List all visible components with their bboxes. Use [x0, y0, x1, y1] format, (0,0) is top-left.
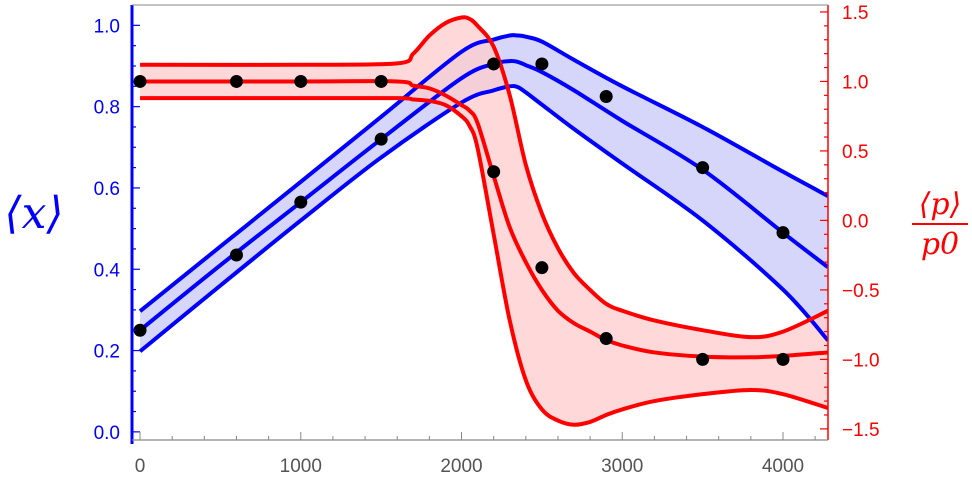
left-series-point — [487, 57, 501, 71]
left-series-point — [133, 323, 147, 337]
left-series-lower-line — [138, 84, 828, 353]
left-axis-tick-label: 0.4 — [94, 260, 121, 281]
x-axis-tick-label: 0 — [135, 456, 146, 477]
axis-ticks: 0.0 0.2 0.4 0.6 0.8 1.0 1.5 1.0 0.5 0.0 −0.5 −1.0 −1… — [94, 3, 880, 477]
right-series-mean-line — [140, 79, 828, 360]
right-series-point — [294, 74, 308, 88]
right-axis-tick-label: −1.5 — [842, 420, 880, 441]
left-axis-tick-label: 0.2 — [94, 342, 120, 363]
series-curves — [138, 15, 828, 427]
left-series-point — [535, 57, 549, 71]
right-series-upper-line — [140, 15, 828, 340]
right-axis-tick-label: 1.0 — [842, 72, 868, 93]
right-axis-title: ⟨p⟩ p0 — [912, 187, 968, 262]
left-series-point — [229, 248, 243, 262]
left-axis-tick-label: 0.0 — [94, 423, 120, 444]
left-axis-title: ⟨x⟩ — [4, 188, 63, 239]
right-series-point — [487, 165, 501, 179]
right-axis-tick-label: 0.5 — [842, 142, 868, 163]
right-axis-title-numerator: ⟨p⟩ — [919, 187, 962, 222]
right-axis-tick-label: −0.5 — [842, 281, 880, 302]
right-axis-tick-label: 1.5 — [842, 3, 868, 24]
left-series-point — [696, 161, 710, 175]
left-series-point — [294, 195, 308, 209]
right-series-point — [696, 352, 710, 366]
right-series-point — [535, 261, 549, 275]
left-series-band — [140, 35, 828, 352]
x-axis-tick-label: 2000 — [440, 456, 482, 477]
confidence-bands — [140, 17, 828, 425]
right-series-point — [599, 332, 613, 346]
left-series-point — [776, 226, 790, 240]
left-axis-tick-label: 0.8 — [94, 98, 120, 119]
x-axis-tick-label: 3000 — [601, 456, 643, 477]
x-axis-tick-label: 1000 — [280, 456, 322, 477]
left-series-point — [599, 89, 613, 103]
right-series-point — [229, 74, 243, 88]
left-axis-tick-label: 1.0 — [94, 16, 120, 37]
x-axis-tick-label: 4000 — [762, 456, 804, 477]
right-series-point — [374, 74, 388, 88]
right-series-point — [133, 74, 147, 88]
right-series-point — [776, 352, 790, 366]
data-points — [133, 57, 790, 366]
right-axis-tick-label: 0.0 — [842, 211, 868, 232]
left-series-upper-line — [138, 33, 828, 313]
left-series-point — [374, 132, 388, 146]
left-axis-tick-label: 0.6 — [94, 179, 120, 200]
right-series-lower-line — [140, 96, 828, 427]
right-axis-title-denominator: p0 — [921, 227, 959, 262]
right-axis-tick-label: −1.0 — [842, 350, 880, 371]
